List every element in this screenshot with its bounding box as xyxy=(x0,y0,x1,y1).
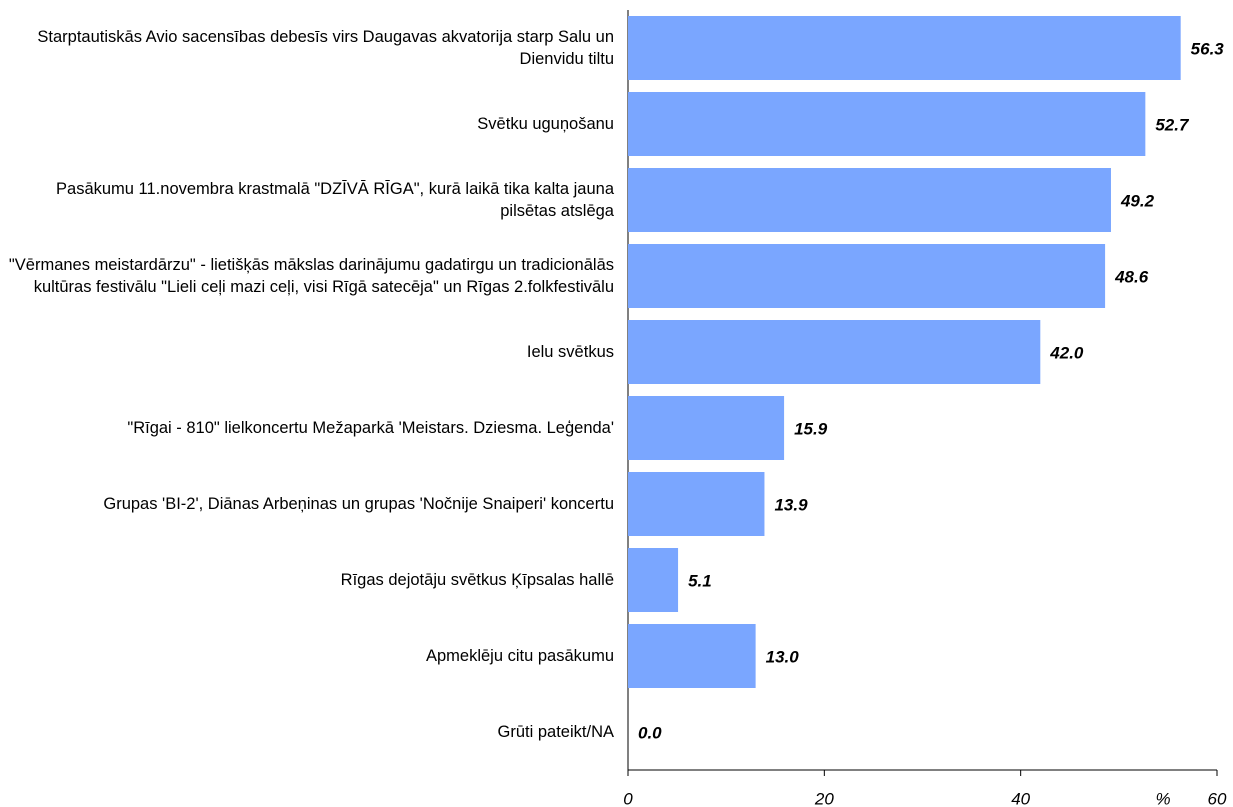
data-label: 56.3 xyxy=(1191,39,1225,58)
category-text: "Rīgai - 810" lielkoncertu Mežaparkā 'Me… xyxy=(127,419,614,437)
data-label: 49.2 xyxy=(1120,191,1155,210)
category-text: Starptautiskās Avio sacensības debesīs v… xyxy=(37,28,614,68)
bar xyxy=(628,244,1106,308)
data-label: 13.9 xyxy=(774,495,808,514)
category-text: Grūti pateikt/NA xyxy=(497,723,614,741)
bar xyxy=(628,92,1146,156)
category-label: Starptautiskās Avio sacensības debesīs v… xyxy=(4,10,614,86)
category-label: Apmeklēju citu pasākumu xyxy=(4,618,614,694)
bar xyxy=(628,548,679,612)
category-label: Ielu svētkus xyxy=(4,314,614,390)
category-label: Svētku uguņošanu xyxy=(4,86,614,162)
category-text: Grupas 'BI-2', Diānas Arbeņinas un grupa… xyxy=(103,495,614,513)
category-text: Apmeklēju citu pasākumu xyxy=(425,647,614,665)
bar xyxy=(628,472,765,536)
category-label: Grūti pateikt/NA xyxy=(4,694,614,770)
x-tick-label: 40 xyxy=(1011,789,1030,807)
data-label: 13.0 xyxy=(766,647,800,666)
category-label: Grupas 'BI-2', Diānas Arbeņinas un grupa… xyxy=(4,466,614,542)
category-label: "Rīgai - 810" lielkoncertu Mežaparkā 'Me… xyxy=(4,390,614,466)
category-text: "Vērmanes meistardārzu" - lietišķās māks… xyxy=(8,256,614,296)
data-label: 52.7 xyxy=(1155,115,1190,134)
bar xyxy=(628,624,756,688)
category-text: Rīgas dejotāju svētkus Ķīpsalas hallē xyxy=(340,571,614,589)
category-text: Svētku uguņošanu xyxy=(477,115,614,133)
category-text: Pasākumu 11.novembra krastmalā "DZĪVĀ RĪ… xyxy=(56,180,614,220)
data-label: 42.0 xyxy=(1049,343,1084,362)
data-label: 5.1 xyxy=(688,571,712,590)
x-axis-label: % xyxy=(1155,789,1170,807)
x-tick-label: 0 xyxy=(623,789,633,807)
data-label: 15.9 xyxy=(794,419,828,438)
x-tick-label: 20 xyxy=(814,789,834,807)
category-text: Ielu svētkus xyxy=(526,343,614,361)
data-label: 0.0 xyxy=(638,723,662,742)
bar xyxy=(628,168,1111,232)
category-label: "Vērmanes meistardārzu" - lietišķās māks… xyxy=(4,238,614,314)
x-tick-label: 60 xyxy=(1208,789,1227,807)
bar xyxy=(628,320,1041,384)
category-label: Rīgas dejotāju svētkus Ķīpsalas hallē xyxy=(4,542,614,618)
category-label: Pasākumu 11.novembra krastmalā "DZĪVĀ RĪ… xyxy=(4,162,614,238)
data-label: 48.6 xyxy=(1114,267,1149,286)
bar xyxy=(628,396,785,460)
bar xyxy=(628,16,1181,80)
